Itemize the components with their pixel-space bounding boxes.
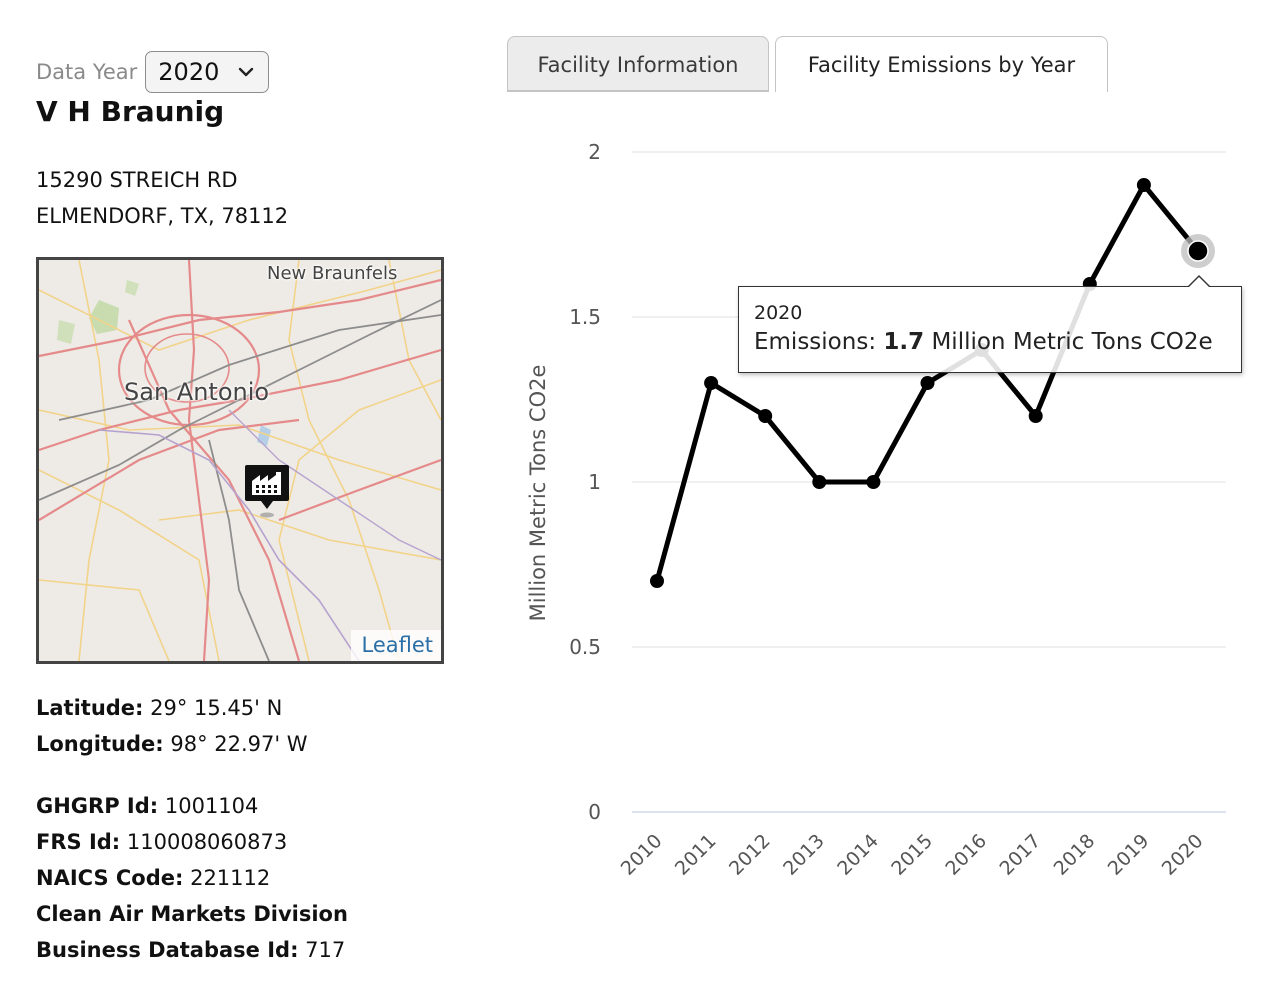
x-tick-label: 2012 [725, 830, 775, 880]
y-tick-label: 1 [588, 470, 601, 494]
x-tick-label: 2010 [617, 830, 667, 880]
chevron-down-icon [239, 67, 254, 77]
facility-identifiers: GHGRP Id: 1001104 FRS Id: 110008060873 N… [36, 788, 348, 968]
chart-gridlines [632, 151, 1226, 813]
ghgrp-id-value: 1001104 [164, 794, 259, 818]
tab-facility-information[interactable]: Facility Information [507, 36, 769, 92]
data-year-filter: Data Year 2020 [36, 51, 270, 93]
ghgrp-id-label: GHGRP Id: [36, 794, 159, 818]
data-point[interactable] [650, 574, 664, 588]
latitude-value: 29° 15.45' N [150, 696, 283, 720]
tooltip-value: 1.7 [883, 329, 925, 355]
camd-label: Clean Air Markets Division [36, 902, 348, 926]
business-db-id-row: Business Database Id: 717 [36, 932, 348, 968]
data-point[interactable] [1028, 409, 1043, 423]
y-tick-label: 0 [588, 800, 601, 824]
data-year-value: 2020 [158, 58, 220, 86]
tooltip-unit: Million Metric Tons CO2e [931, 329, 1213, 355]
camd-row: Clean Air Markets Division [36, 896, 348, 932]
tooltip-prefix: Emissions: [754, 329, 877, 355]
tab-facility-emissions-by-year[interactable]: Facility Emissions by Year [775, 36, 1108, 92]
y-axis-tick-labels: 0 0.5 1 1.5 2 [569, 140, 601, 824]
facility-name: V H Braunig [36, 95, 225, 128]
facility-address: 15290 STREICH RD ELMENDORF, TX, 78112 [36, 162, 288, 234]
map-label-san-antonio: San Antonio [124, 378, 270, 406]
x-tick-label: 2011 [671, 830, 721, 880]
x-axis-tick-labels: 2010 2011 2012 2013 2014 2015 2016 2017 2018 2019… [617, 830, 1208, 880]
map-tiles [39, 260, 441, 661]
emissions-series [650, 178, 1215, 588]
data-point[interactable] [812, 475, 827, 489]
latitude-label: Latitude: [36, 696, 144, 720]
data-point[interactable] [920, 376, 935, 390]
naics-code-value: 221112 [190, 866, 271, 890]
facility-map[interactable]: New Braunfels San Antonio Leaflet [36, 257, 444, 664]
data-point[interactable] [704, 376, 719, 390]
data-point-highlighted[interactable] [1187, 240, 1209, 262]
y-axis-title: Million Metric Tons CO2e [526, 365, 550, 622]
coordinates: Latitude: 29° 15.45' N Longitude: 98° 22… [36, 690, 308, 762]
longitude-value: 98° 22.97' W [170, 732, 308, 756]
x-tick-label: 2017 [995, 830, 1045, 880]
data-year-label: Data Year [36, 60, 138, 84]
x-tick-label: 2020 [1158, 830, 1208, 880]
x-tick-label: 2015 [887, 830, 937, 880]
factory-icon[interactable] [243, 463, 291, 519]
naics-code-row: NAICS Code: 221112 [36, 860, 348, 896]
data-point[interactable] [758, 409, 773, 423]
emissions-tooltip: 2020 Emissions: 1.7 Million Metric Tons … [738, 275, 1242, 373]
y-tick-label: 0.5 [569, 635, 601, 659]
naics-code-label: NAICS Code: [36, 866, 184, 890]
x-tick-label: 2016 [941, 830, 991, 880]
frs-id-row: FRS Id: 110008060873 [36, 824, 348, 860]
data-point[interactable] [866, 475, 881, 489]
x-tick-label: 2014 [833, 830, 883, 880]
ghgrp-id-row: GHGRP Id: 1001104 [36, 788, 348, 824]
y-tick-label: 2 [588, 140, 601, 164]
tooltip-emissions-line: Emissions: 1.7 Million Metric Tons CO2e [754, 325, 1241, 359]
frs-id-label: FRS Id: [36, 830, 121, 854]
address-line-1: 15290 STREICH RD [36, 168, 238, 192]
longitude-label: Longitude: [36, 732, 164, 756]
x-tick-label: 2018 [1050, 830, 1100, 880]
emissions-line-chart: 00.511.52 Million Metric Tons CO2e 2010 2… [526, 140, 1226, 880]
x-tick-label: 2019 [1104, 830, 1154, 880]
latitude-row: Latitude: 29° 15.45' N [36, 690, 308, 726]
data-point[interactable] [1136, 178, 1151, 192]
tooltip-caret [1187, 275, 1211, 287]
business-db-id-value: 717 [305, 938, 346, 962]
business-db-id-label: Business Database Id: [36, 938, 299, 962]
frs-id-value: 110008060873 [126, 830, 288, 854]
map-label-new-braunfels: New Braunfels [267, 263, 398, 284]
tab-divider [507, 90, 769, 92]
address-line-2: ELMENDORF, TX, 78112 [36, 204, 289, 228]
data-year-select[interactable]: 2020 [145, 51, 270, 93]
leaflet-attribution-link[interactable]: Leaflet [351, 630, 441, 661]
longitude-row: Longitude: 98° 22.97' W [36, 726, 308, 762]
x-tick-label: 2013 [779, 830, 829, 880]
tooltip-year: 2020 [754, 302, 803, 324]
y-tick-label: 1.5 [569, 305, 601, 329]
